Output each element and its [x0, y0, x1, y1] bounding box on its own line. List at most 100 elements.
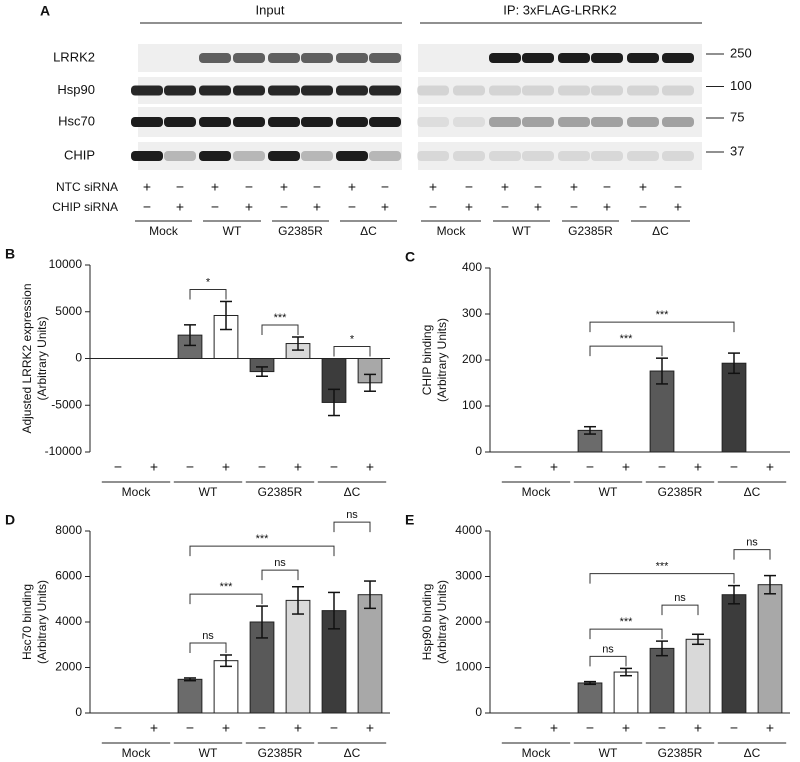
group-label: ΔC [344, 485, 361, 499]
x-tick-label: + [222, 720, 230, 736]
blot-band [301, 53, 333, 63]
y-axis-label: (Arbitrary Units) [35, 316, 49, 400]
sign: − [674, 179, 682, 195]
blot-band [558, 151, 590, 161]
y-tick-label: 5000 [55, 304, 82, 318]
sign: + [381, 199, 389, 215]
sign: − [381, 179, 389, 195]
blot-band [369, 151, 401, 161]
blot-band [662, 151, 694, 161]
sign: − [176, 179, 184, 195]
blot-band [369, 85, 401, 96]
error-bar [764, 574, 776, 595]
row-label: Hsc70 [58, 113, 95, 128]
blot-band [336, 85, 368, 96]
y-tick-label: 10000 [49, 257, 83, 271]
group-label: Mock [122, 485, 152, 499]
sign: − [280, 199, 288, 215]
x-tick-label: − [330, 459, 338, 475]
header: IP: 3xFLAG-LRRK2 [503, 2, 616, 17]
y-axis-label: Hsc70 binding [20, 584, 34, 660]
blot-strip [418, 107, 702, 137]
blot-band [164, 85, 196, 96]
significance-bracket [333, 346, 371, 357]
marker-label: 75 [730, 109, 744, 124]
sign: + [176, 199, 184, 215]
x-tick-label: + [766, 720, 774, 736]
blot-band [522, 53, 554, 63]
y-tick-label: 3000 [455, 569, 482, 583]
x-tick-label: + [150, 459, 158, 475]
error-bar [328, 388, 340, 417]
blot-band [199, 117, 231, 127]
blot-band [627, 151, 659, 161]
y-tick-label: 2000 [55, 660, 82, 674]
x-tick-label: + [694, 459, 702, 475]
sign: − [534, 179, 542, 195]
x-tick-label: − [658, 459, 666, 475]
blot-band [662, 85, 694, 96]
blot-band [336, 151, 368, 161]
group-label: ΔC [652, 224, 669, 238]
sign: − [570, 199, 578, 215]
x-tick-label: − [514, 720, 522, 736]
x-tick-label: − [258, 459, 266, 475]
significance-label: ns [602, 643, 614, 655]
blot-band [164, 117, 196, 127]
group-label: Mock [122, 746, 152, 760]
sign: + [211, 179, 219, 195]
x-tick-label: + [550, 720, 558, 736]
x-tick-label: + [694, 720, 702, 736]
y-axis-label: (Arbitrary Units) [435, 318, 449, 402]
x-tick-label: − [330, 720, 338, 736]
marker-label: 37 [730, 143, 744, 158]
error-bar [364, 580, 376, 610]
row-label: LRRK2 [53, 49, 95, 64]
significance-label: *** [620, 333, 634, 345]
blot-band [453, 151, 485, 161]
error-bar [292, 585, 304, 615]
group-label: ΔC [360, 224, 377, 238]
significance-bracket [189, 545, 335, 557]
x-tick-label: − [586, 459, 594, 475]
sign: + [501, 179, 509, 195]
error-bar [728, 352, 740, 375]
sign: − [429, 199, 437, 215]
bar [757, 584, 783, 714]
blot-band [336, 117, 368, 127]
error-bar [328, 591, 340, 630]
y-axis-label: (Arbitrary Units) [35, 580, 49, 664]
group-label: ΔC [344, 746, 361, 760]
error-bar [292, 336, 304, 351]
y-tick-label: 0 [475, 705, 482, 719]
sign: + [245, 199, 253, 215]
blot-band [268, 117, 300, 127]
significance-bracket [189, 593, 263, 605]
sign: − [465, 179, 473, 195]
significance-label: ns [674, 592, 686, 604]
condition-label: NTC siRNA [56, 180, 118, 194]
blot-band [199, 53, 231, 63]
blot-band [627, 53, 659, 63]
group-label: WT [199, 485, 218, 499]
x-tick-label: − [186, 720, 194, 736]
significance-label: ns [274, 557, 286, 569]
y-tick-label: 200 [462, 352, 482, 366]
sign: − [348, 199, 356, 215]
significance-bracket [661, 604, 699, 616]
y-tick-label: -10000 [45, 444, 83, 458]
marker-label: 100 [730, 78, 752, 93]
blot-band [131, 117, 163, 127]
x-tick-label: + [366, 459, 374, 475]
blot-band [417, 117, 449, 127]
significance-label: *** [620, 616, 634, 628]
blot-band [301, 151, 333, 161]
error-bar [728, 584, 740, 605]
group-label: WT [599, 485, 618, 499]
marker-label: 250 [730, 45, 752, 60]
blot-band [558, 117, 590, 127]
row-label: Hsp90 [57, 82, 95, 97]
y-tick-label: 0 [475, 444, 482, 458]
